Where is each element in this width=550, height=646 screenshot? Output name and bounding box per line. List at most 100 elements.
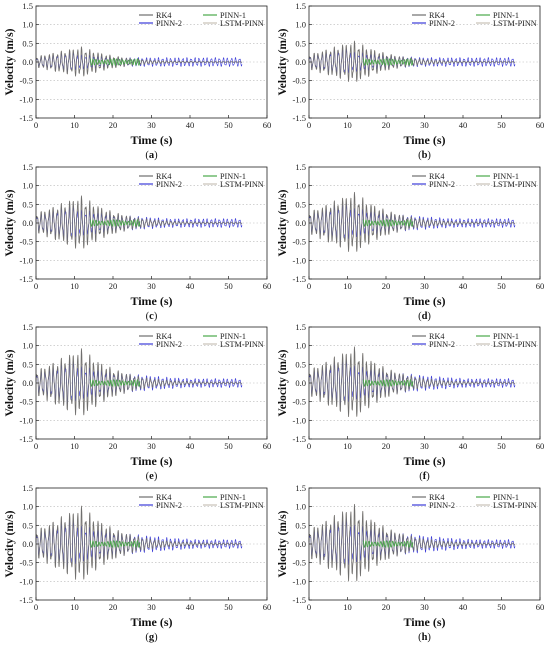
y-axis-title: Velocity (m/s) — [277, 349, 289, 416]
x-tick-label: 60 — [536, 441, 545, 451]
y-tick-label: -1.5 — [293, 595, 306, 605]
x-tick-label: 30 — [147, 281, 156, 291]
x-tick-label: 50 — [224, 281, 233, 291]
x-tick-label: 60 — [263, 120, 272, 130]
series-line-pinn-1 — [89, 58, 141, 66]
chart-panel-f: 0 10 20 30 40 50 60 -1.5 -1.0 -0.5 0.0 0.5 1.0 1.5 Tim… — [277, 322, 544, 482]
panel-caption-close: ) — [427, 311, 431, 322]
x-tick-label: 30 — [147, 602, 156, 612]
y-tick-label: 0.5 — [22, 520, 33, 530]
x-tick-label: 30 — [420, 281, 429, 291]
y-tick-label: 0.0 — [22, 57, 33, 67]
series-line-pinn-1 — [89, 219, 141, 227]
panel-caption: (a) — [145, 150, 158, 161]
y-tick-label: 0.0 — [22, 539, 33, 549]
y-tick-label: 1.5 — [295, 162, 306, 172]
x-tick-label: 30 — [420, 602, 429, 612]
series-line-pinn-1 — [89, 379, 141, 387]
series-line-pinn-1 — [362, 540, 414, 548]
y-tick-label: -1.5 — [20, 434, 33, 444]
panel-caption-letter: d — [422, 311, 428, 322]
y-tick-label: 0.0 — [295, 539, 306, 549]
y-tick-label: 1.0 — [22, 341, 33, 351]
x-tick-label: 40 — [459, 120, 468, 130]
y-tick-label: 0.0 — [295, 378, 306, 388]
panel-caption-close: ) — [154, 632, 158, 643]
chart-panel-a: 0 10 20 30 40 50 60 -1.5 -1.0 -0.5 0.0 0.5 1.0 1.5 Tim… — [4, 1, 271, 161]
y-tick-label: 1.5 — [22, 1, 33, 11]
y-tick-label: 1.5 — [295, 322, 306, 332]
x-tick-label: 20 — [382, 602, 391, 612]
y-tick-label: -1.5 — [20, 113, 33, 123]
x-tick-label: 20 — [109, 441, 118, 451]
legend-label: RK4 — [429, 11, 444, 20]
x-tick-label: 50 — [497, 120, 506, 130]
x-tick-label: 40 — [459, 602, 468, 612]
legend-label: LSTM-PINN — [220, 340, 264, 349]
x-tick-label: 60 — [263, 602, 272, 612]
legend-label: PINN-2 — [429, 180, 455, 189]
y-tick-label: 1.0 — [295, 20, 306, 30]
panel-caption-open: ( — [419, 471, 423, 482]
y-tick-label: 0.0 — [22, 378, 33, 388]
series-line-pinn-1 — [362, 58, 414, 66]
x-tick-label: 60 — [536, 281, 545, 291]
panel-caption: (b) — [418, 150, 431, 161]
legend-label: PINN-1 — [220, 11, 246, 20]
legend-label: PINN-1 — [493, 172, 519, 181]
legend-label: PINN-1 — [493, 332, 519, 341]
y-axis-title: Velocity (m/s) — [4, 189, 16, 256]
panel-caption-open: ( — [418, 150, 422, 161]
series-line-rk4 — [35, 195, 243, 249]
legend-label: PINN-1 — [493, 11, 519, 20]
panel-caption-open: ( — [145, 150, 149, 161]
panel-caption-letter: b — [422, 150, 428, 161]
y-tick-label: -0.5 — [20, 237, 33, 247]
y-tick-label: 1.0 — [22, 20, 33, 30]
y-tick-label: -1.0 — [20, 415, 33, 425]
y-tick-label: 1.5 — [22, 322, 33, 332]
y-tick-label: 0.0 — [295, 57, 306, 67]
panel-caption-open: ( — [145, 632, 149, 643]
y-tick-label: -1.0 — [20, 94, 33, 104]
x-tick-label: 40 — [459, 441, 468, 451]
y-tick-label: 1.0 — [22, 181, 33, 191]
x-tick-label: 50 — [224, 602, 233, 612]
y-tick-label: 1.0 — [295, 341, 306, 351]
x-tick-label: 0 — [34, 281, 38, 291]
y-tick-label: -1.5 — [20, 595, 33, 605]
x-tick-label: 0 — [307, 120, 311, 130]
y-tick-label: 0.5 — [295, 520, 306, 530]
y-axis-title: Velocity (m/s) — [277, 189, 289, 256]
x-tick-label: 20 — [109, 120, 118, 130]
legend-label: RK4 — [156, 172, 171, 181]
y-tick-label: -1.0 — [293, 255, 306, 265]
chart-panel-b: 0 10 20 30 40 50 60 -1.5 -1.0 -0.5 0.0 0.5 1.0 1.5 Tim… — [277, 1, 544, 161]
panel-caption: (e) — [146, 471, 158, 482]
y-axis-title: Velocity (m/s) — [4, 28, 16, 95]
panel-caption-close: ) — [154, 471, 158, 482]
legend-label: RK4 — [156, 11, 171, 20]
x-tick-label: 10 — [343, 602, 352, 612]
x-axis-title: Time (s) — [403, 454, 445, 468]
x-tick-label: 20 — [382, 120, 391, 130]
x-tick-label: 0 — [34, 120, 38, 130]
x-tick-label: 40 — [459, 281, 468, 291]
y-tick-label: 1.0 — [295, 181, 306, 191]
legend-label: LSTM-PINN — [493, 19, 537, 28]
legend-label: RK4 — [429, 172, 444, 181]
series-line-pinn-1 — [362, 219, 414, 227]
x-tick-label: 0 — [34, 441, 38, 451]
x-tick-label: 10 — [70, 441, 79, 451]
panel-caption-close: ) — [427, 632, 431, 643]
x-axis-title: Time (s) — [403, 133, 445, 147]
y-tick-label: 1.5 — [22, 483, 33, 493]
y-tick-label: 1.0 — [295, 502, 306, 512]
panel-caption-letter: h — [422, 632, 428, 643]
y-tick-label: -0.5 — [293, 237, 306, 247]
x-tick-label: 0 — [307, 441, 311, 451]
chart-panel-e: 0 10 20 30 40 50 60 -1.5 -1.0 -0.5 0.0 0.5 1.0 1.5 Tim… — [4, 322, 271, 482]
x-tick-label: 60 — [536, 602, 545, 612]
legend-label: PINN-2 — [156, 180, 182, 189]
